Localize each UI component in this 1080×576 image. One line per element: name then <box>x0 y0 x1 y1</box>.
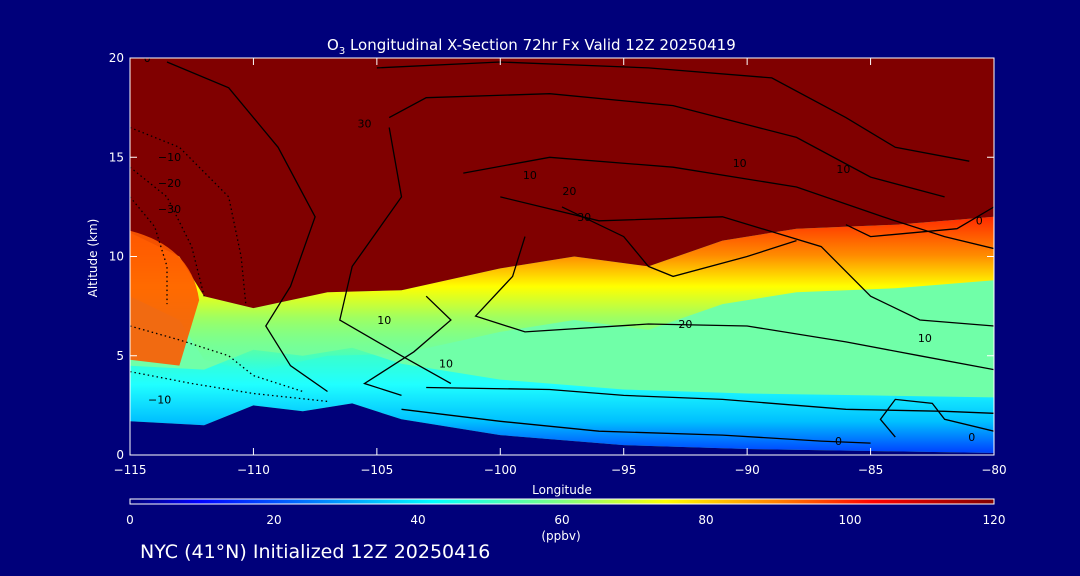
y-axis-title: Altitude (km) <box>86 219 100 298</box>
contour-line <box>500 196 994 327</box>
western-ozone-plume <box>130 230 200 366</box>
contour-label: 10 <box>918 332 932 345</box>
y-tick-label: 10 <box>109 250 124 264</box>
contour-line <box>845 206 994 238</box>
contour-label: 20 <box>562 185 576 198</box>
y-axis: 0 5 10 15 20 <box>109 51 994 462</box>
colorbar: 0 20 40 60 80 100 120 (ppbv) <box>126 498 1005 543</box>
y-tick-label: 15 <box>109 150 124 164</box>
contour-label: −10 <box>158 151 181 164</box>
chart-title-prefix: O <box>327 36 339 54</box>
contour-label: 10 <box>377 314 391 327</box>
contour-line <box>561 206 797 278</box>
contour-label: 20 <box>678 318 692 331</box>
contour-label: 10 <box>836 163 850 176</box>
x-tick-label: −90 <box>734 463 759 477</box>
contour-label: 30 <box>577 211 591 224</box>
contour-label: 0 <box>835 435 842 448</box>
y-tick-label: 0 <box>116 448 124 462</box>
x-axis-title: Longitude <box>532 483 592 497</box>
contour-label: 10 <box>733 157 747 170</box>
contour-line <box>339 127 452 385</box>
stratospheric-ozone-region <box>130 58 994 309</box>
colorbar-tick-label: 80 <box>698 513 713 527</box>
x-tick-label: −105 <box>360 463 393 477</box>
x-tick-label: −95 <box>611 463 636 477</box>
colorbar-tick-label: 0 <box>126 513 134 527</box>
contour-line-negative <box>130 370 328 403</box>
colorbar-gradient <box>129 498 995 505</box>
contour-label: −10 <box>148 393 171 406</box>
contour-label: 0 <box>144 52 151 65</box>
x-axis: −115 −110 −105 −100 −95 −90 −85 −80 <box>114 58 1007 477</box>
contour-line <box>166 61 328 393</box>
terrain-surface <box>130 403 994 455</box>
y-tick-label: 20 <box>109 51 124 65</box>
x-tick-label: −85 <box>858 463 883 477</box>
tropopause-transition-band <box>130 216 994 372</box>
chart-title: O3 Longitudinal X-Section 72hr Fx Valid … <box>327 36 736 57</box>
colorbar-tick-label: 100 <box>839 513 862 527</box>
colorbar-ticks: 0 20 40 60 80 100 120 <box>126 513 1005 527</box>
colorbar-tick-label: 60 <box>554 513 569 527</box>
contour-line <box>362 295 452 397</box>
y-tick-label: 5 <box>116 349 124 363</box>
contour-line <box>426 386 994 414</box>
contour-line <box>474 236 994 371</box>
x-tick-label: −80 <box>981 463 1006 477</box>
colorbar-tick-label: 40 <box>410 513 425 527</box>
contour-line <box>388 93 945 198</box>
contour-line-negative <box>130 196 168 305</box>
colorbar-label: (ppbv) <box>541 529 580 543</box>
x-tick-label: −115 <box>114 463 147 477</box>
contour-label: 0 <box>968 431 975 444</box>
contour-label: −30 <box>158 203 181 216</box>
contour-labels: 0 −10 −20 −30 −10 30 10 20 10 20 10 0 0 10 0 10 10 30 <box>144 52 983 448</box>
contour-line <box>463 156 994 250</box>
chart-title-suffix: Longitudinal X-Section 72hr Fx Valid 12Z… <box>345 36 736 54</box>
lower-troposphere-field <box>130 347 994 453</box>
caption: NYC (41°N) Initialized 12Z 20250416 <box>140 541 491 563</box>
contour-label: −20 <box>158 177 181 190</box>
colorbar-tick-label: 120 <box>983 513 1006 527</box>
chart-title-subscript: 3 <box>339 46 345 57</box>
x-tick-label: −100 <box>484 463 517 477</box>
x-tick-label: −110 <box>237 463 270 477</box>
contour-line <box>879 398 994 438</box>
contour-label: 30 <box>358 118 372 131</box>
contour-line <box>401 408 871 444</box>
contour-label: 0 <box>976 215 983 228</box>
plot-area: 0 −10 −20 −30 −10 30 10 20 10 20 10 0 0 10 0 10 10 30 <box>130 52 994 455</box>
contour-line-negative <box>130 166 205 297</box>
contour-label: 10 <box>523 169 537 182</box>
contour-label: 10 <box>439 358 453 371</box>
colorbar-tick-label: 20 <box>266 513 281 527</box>
